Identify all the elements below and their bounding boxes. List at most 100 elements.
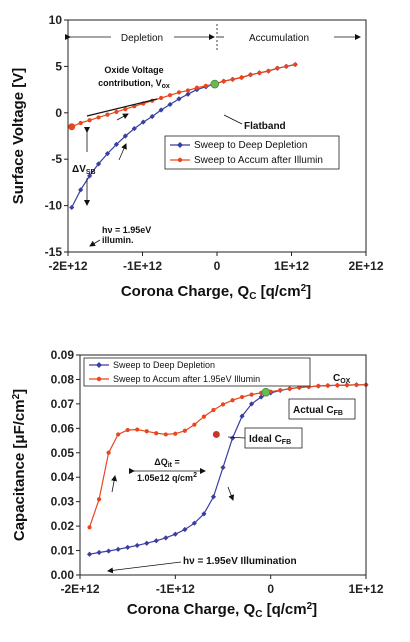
data-point-deep-depletion: [158, 107, 164, 113]
data-point-deep-depletion: [258, 394, 264, 400]
data-point-accumulation: [257, 70, 262, 75]
actual-cfb-point: [261, 387, 271, 397]
data-point-accumulation: [249, 392, 254, 397]
y-tick-label: 0.05: [51, 446, 75, 460]
data-point-accumulation: [106, 450, 111, 455]
x-tick-label: -2E+12: [60, 582, 99, 596]
data-point-accumulation: [287, 386, 292, 391]
data-point-accumulation: [278, 388, 283, 393]
x-axis-label: Corona Charge, QC [q/cm2]: [121, 283, 311, 302]
oxide-voltage-line: [86, 98, 158, 117]
data-point-accumulation: [159, 95, 164, 101]
oxide-contribution-label: contribution, Vox: [98, 78, 170, 90]
data-point-deep-depletion: [249, 401, 255, 407]
sweep-arrow-red: [111, 475, 118, 493]
y-tick-label: 0.00: [51, 568, 75, 582]
x-tick-label: 1E+12: [274, 259, 309, 273]
data-point-accumulation: [123, 106, 128, 112]
legend-marker-deep: [177, 142, 183, 148]
data-point-deep-depletion: [122, 133, 128, 139]
y-tick-label: 0.06: [51, 421, 75, 435]
data-point-accumulation: [144, 429, 149, 434]
x-tick-label: -2E+12: [48, 259, 87, 273]
y-tick-label: 0: [55, 106, 62, 120]
illumination-label-2: illumin.: [102, 235, 134, 245]
y-tick-label: -10: [45, 199, 63, 213]
x-tick-label: 0: [214, 259, 221, 273]
data-point-deep-depletion: [95, 161, 102, 167]
legend-label-accum: Sweep to Accum after 1.95eV Illumin: [113, 374, 260, 384]
y-tick-label: 0.07: [51, 397, 75, 411]
legend-marker-deep: [96, 362, 102, 368]
sweep-arrow-blue: [118, 143, 127, 161]
x-tick-label: 1E+12: [348, 582, 383, 596]
data-point-accumulation: [230, 398, 235, 403]
data-point-accumulation: [163, 432, 168, 437]
y-tick-label: 0.09: [51, 348, 75, 362]
data-point-deep-depletion: [144, 540, 150, 546]
data-point-deep-depletion: [201, 511, 207, 517]
data-point-deep-depletion: [134, 542, 140, 549]
data-point-accumulation: [173, 431, 178, 436]
flatband-point: [210, 79, 220, 89]
data-point-accumulation: [87, 118, 92, 123]
x-tick-label: -1E+12: [156, 582, 195, 596]
data-point-accumulation: [78, 120, 83, 126]
legend-marker-accum: [177, 157, 183, 163]
dqit-value-label: 1.05e12 q/cm2: [137, 472, 197, 483]
data-point-accumulation: [239, 394, 245, 400]
data-point-accumulation: [194, 85, 199, 90]
y-tick-label: -5: [51, 152, 62, 166]
data-point-accumulation: [293, 62, 298, 67]
ideal-cfb-point: [212, 430, 220, 438]
data-point-accumulation: [105, 112, 110, 117]
data-point-accumulation: [297, 385, 302, 390]
accumulation-label: Accumulation: [249, 33, 309, 44]
data-point-accumulation: [275, 66, 280, 71]
y-axis-label: Surface Voltage [V]: [10, 68, 27, 204]
actual-cfb-label: Actual CFB: [293, 405, 343, 417]
data-point-deep-depletion: [131, 125, 137, 132]
capacitance-chart: 0.09 0.08 0.07 0.06 0.05 0.04 0.03 0.02 0.01 0.00…: [11, 348, 384, 620]
data-point-accumulation: [154, 431, 159, 436]
data-point-deep-depletion: [220, 464, 226, 471]
data-point-deep-depletion: [140, 119, 146, 125]
sweep-arrow-blue: [227, 486, 235, 501]
plot-frame: [79, 354, 367, 576]
data-point-deep-depletion: [182, 526, 188, 533]
data-point-deep-depletion: [113, 141, 120, 147]
y-tick-label: -15: [45, 245, 63, 259]
oxide-voltage-label: Oxide Voltage: [104, 65, 163, 75]
data-point-accumulation: [176, 90, 182, 95]
data-point-deep-depletion: [115, 546, 121, 552]
data-point-accumulation: [203, 83, 208, 88]
data-point-accumulation: [116, 432, 121, 437]
illumination-label: hν = 1.95eV Illumination: [183, 556, 297, 567]
data-point-accumulation: [248, 72, 253, 77]
data-point-deep-depletion: [149, 113, 155, 120]
data-point-deep-depletion: [153, 538, 159, 544]
data-point-deep-depletion: [176, 96, 182, 102]
data-point-accumulation: [325, 383, 330, 388]
delta-v-endpoint: [68, 123, 76, 131]
data-point-deep-depletion: [191, 520, 197, 526]
data-point-deep-depletion: [239, 413, 245, 419]
ideal-cfb-label: Ideal CFB: [249, 434, 291, 446]
data-point-accumulation: [96, 497, 102, 502]
cox-label: COX: [333, 373, 351, 385]
data-point-deep-depletion: [104, 151, 111, 157]
ideal-cfb-leader: [227, 436, 246, 439]
illumination-label: hν = 1.95eV: [102, 225, 151, 235]
data-point-deep-depletion: [86, 551, 93, 557]
legend-label-deep: Sweep to Deep Depletion: [113, 360, 215, 370]
flatband-label: Flatband: [244, 121, 286, 132]
data-point-accumulation: [185, 88, 191, 93]
sweep-arrow-red: [116, 113, 129, 121]
legend: [164, 135, 340, 170]
legend-marker-accum: [96, 376, 102, 382]
data-point-accumulation: [192, 422, 197, 427]
y-tick-label: 0.04: [51, 470, 75, 484]
data-point-deep-depletion: [167, 101, 173, 108]
data-point-accumulation: [284, 64, 289, 69]
depletion-label: Depletion: [121, 33, 163, 44]
